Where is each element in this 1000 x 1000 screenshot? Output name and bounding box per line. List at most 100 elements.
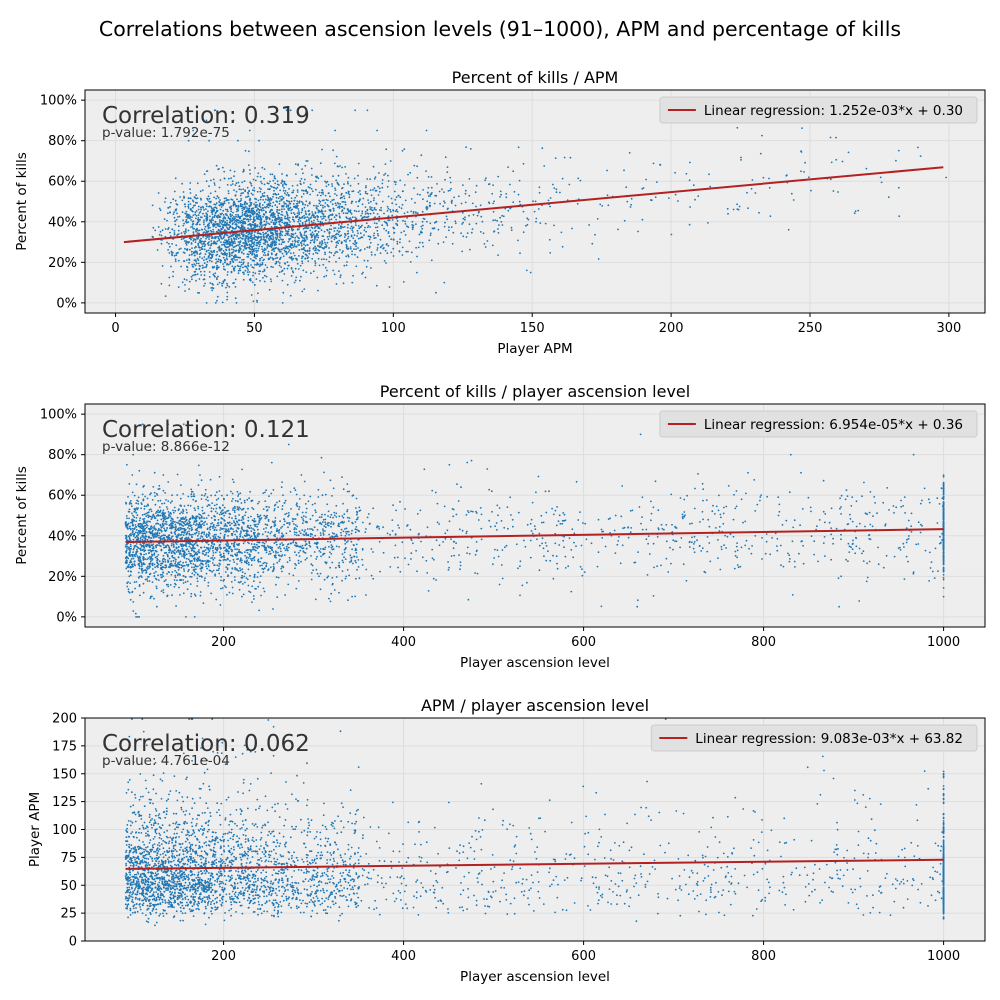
scatter-point bbox=[216, 195, 219, 198]
scatter-point bbox=[219, 511, 222, 514]
scatter-point bbox=[327, 199, 329, 202]
scatter-point bbox=[270, 226, 273, 228]
scatter-point bbox=[787, 228, 790, 231]
scatter-point bbox=[496, 219, 498, 222]
scatter-point bbox=[322, 263, 325, 266]
scatter-point bbox=[205, 258, 208, 260]
scatter-point bbox=[436, 183, 438, 185]
scatter-point bbox=[198, 223, 201, 226]
scatter-point bbox=[203, 494, 206, 497]
scatter-point bbox=[343, 183, 345, 186]
scatter-point bbox=[319, 162, 322, 165]
scatter-point bbox=[471, 202, 474, 205]
scatter-point bbox=[224, 253, 227, 256]
scatter-point bbox=[191, 536, 193, 539]
scatter-point bbox=[335, 204, 338, 207]
scatter-point bbox=[176, 494, 179, 496]
scatter-point bbox=[170, 265, 172, 268]
scatter-point bbox=[332, 269, 335, 272]
scatter-point bbox=[279, 558, 281, 561]
scatter-point bbox=[273, 243, 276, 246]
scatter-point bbox=[207, 255, 210, 258]
scatter-point bbox=[355, 528, 358, 531]
scatter-point bbox=[291, 208, 294, 211]
scatter-point bbox=[446, 218, 449, 221]
scatter-point bbox=[350, 213, 353, 215]
scatter-point bbox=[233, 215, 235, 218]
scatter-point bbox=[328, 251, 331, 254]
scatter-point bbox=[163, 218, 166, 221]
panel-title: Percent of kills / player ascension leve… bbox=[380, 382, 690, 401]
scatter-point bbox=[352, 231, 354, 233]
scatter-point bbox=[555, 188, 558, 191]
scatter-point bbox=[296, 259, 298, 261]
scatter-point bbox=[234, 297, 237, 300]
scatter-point bbox=[268, 257, 271, 260]
scatter-point bbox=[342, 282, 345, 285]
scatter-point bbox=[395, 196, 398, 199]
scatter-point bbox=[314, 247, 317, 250]
scatter-point bbox=[244, 200, 247, 203]
scatter-point bbox=[547, 199, 550, 202]
scatter-point bbox=[339, 216, 341, 219]
scatter-point bbox=[242, 220, 245, 223]
scatter-point bbox=[645, 528, 648, 531]
scatter-point bbox=[255, 201, 257, 204]
scatter-point bbox=[317, 488, 320, 491]
scatter-point bbox=[339, 203, 342, 205]
scatter-point bbox=[270, 246, 273, 249]
scatter-point bbox=[312, 216, 315, 219]
scatter-point bbox=[303, 214, 305, 217]
scatter-point bbox=[268, 495, 270, 498]
scatter-point bbox=[348, 533, 350, 536]
scatter-point bbox=[324, 205, 326, 208]
scatter-point bbox=[223, 197, 226, 200]
scatter-point bbox=[663, 528, 665, 531]
scatter-point bbox=[315, 188, 317, 191]
scatter-point bbox=[270, 208, 273, 211]
scatter-point bbox=[297, 208, 300, 210]
scatter-point bbox=[665, 524, 668, 526]
scatter-point bbox=[735, 545, 738, 548]
scatter-point bbox=[337, 165, 339, 168]
scatter-point bbox=[319, 204, 322, 207]
scatter-point bbox=[363, 229, 366, 232]
scatter-point bbox=[198, 256, 201, 258]
scatter-point bbox=[912, 453, 915, 456]
scatter-point bbox=[150, 510, 153, 513]
scatter-point bbox=[172, 270, 175, 273]
scatter-point bbox=[848, 545, 851, 548]
scatter-point bbox=[689, 161, 691, 164]
scatter-point bbox=[419, 241, 421, 244]
scatter-point bbox=[289, 244, 292, 247]
scatter-point bbox=[370, 251, 373, 254]
scatter-point bbox=[226, 271, 229, 273]
scatter-point bbox=[184, 247, 186, 250]
scatter-point bbox=[245, 196, 247, 199]
scatter-point bbox=[259, 258, 261, 260]
scatter-point bbox=[152, 226, 155, 229]
scatter-point bbox=[347, 192, 350, 195]
scatter-point bbox=[207, 499, 209, 502]
scatter-point bbox=[416, 212, 419, 215]
scatter-point bbox=[302, 547, 305, 550]
scatter-point bbox=[318, 202, 321, 205]
scatter-point bbox=[364, 213, 367, 215]
scatter-point bbox=[217, 258, 220, 261]
scatter-point bbox=[265, 215, 268, 218]
scatter-point bbox=[253, 220, 256, 223]
scatter-point bbox=[249, 223, 252, 225]
scatter-point bbox=[231, 592, 234, 595]
scatter-point bbox=[211, 223, 214, 226]
scatter-point bbox=[241, 259, 244, 261]
scatter-point bbox=[468, 223, 471, 226]
scatter-point bbox=[244, 514, 246, 517]
scatter-point bbox=[403, 148, 406, 151]
scatter-point bbox=[258, 265, 261, 268]
scatter-point bbox=[309, 241, 312, 244]
scatter-point bbox=[708, 173, 710, 176]
scatter-point bbox=[193, 507, 196, 510]
scatter-point bbox=[649, 199, 652, 201]
scatter-point bbox=[930, 561, 933, 563]
scatter-point bbox=[334, 252, 336, 255]
